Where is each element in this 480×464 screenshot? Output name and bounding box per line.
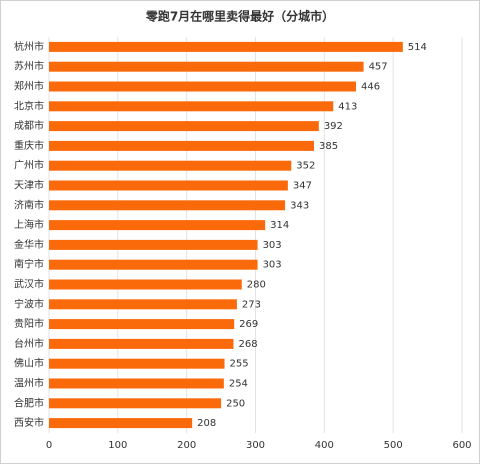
x-tick-label: 0 bbox=[46, 440, 52, 451]
value-label: 343 bbox=[290, 200, 309, 211]
bar bbox=[49, 220, 266, 231]
x-tick-label: 500 bbox=[384, 440, 403, 451]
bar bbox=[49, 338, 234, 349]
y-tick-label: 苏州市 bbox=[14, 60, 44, 73]
y-tick-label: 佛山市 bbox=[14, 357, 44, 370]
value-label: 385 bbox=[319, 141, 338, 152]
value-label: 514 bbox=[408, 42, 427, 53]
value-label: 314 bbox=[270, 220, 289, 231]
y-tick-label: 金华市 bbox=[14, 238, 44, 251]
y-tick-label: 台州市 bbox=[14, 337, 44, 350]
value-label: 303 bbox=[263, 260, 282, 271]
value-label: 303 bbox=[263, 240, 282, 251]
y-tick-label: 上海市 bbox=[14, 218, 44, 231]
y-tick-label: 广州市 bbox=[14, 159, 44, 172]
x-tick-label: 300 bbox=[246, 440, 265, 451]
y-tick-label: 温州市 bbox=[14, 377, 44, 390]
bar bbox=[49, 160, 292, 171]
y-tick-label: 南宁市 bbox=[14, 258, 44, 271]
y-tick-label: 重庆市 bbox=[14, 139, 44, 152]
x-tick-label: 600 bbox=[452, 440, 471, 451]
bar bbox=[49, 358, 225, 369]
y-tick-label: 成都市 bbox=[14, 119, 44, 132]
value-label: 250 bbox=[226, 398, 245, 409]
value-label: 347 bbox=[293, 181, 312, 192]
value-label: 280 bbox=[247, 280, 266, 291]
value-label: 268 bbox=[238, 339, 257, 350]
bar bbox=[49, 81, 356, 92]
bar bbox=[49, 140, 315, 151]
value-label: 255 bbox=[230, 359, 249, 370]
bar bbox=[49, 61, 364, 72]
y-tick-label: 宁波市 bbox=[14, 297, 44, 310]
bar bbox=[49, 101, 334, 112]
y-tick-label: 郑州市 bbox=[14, 80, 44, 93]
value-label: 457 bbox=[369, 62, 388, 73]
value-label: 269 bbox=[239, 319, 258, 330]
bar bbox=[49, 180, 288, 191]
value-label: 413 bbox=[338, 101, 357, 112]
y-tick-label: 武汉市 bbox=[14, 278, 44, 291]
value-label: 254 bbox=[229, 379, 248, 390]
value-label: 392 bbox=[324, 121, 343, 132]
bar bbox=[49, 239, 258, 250]
value-label: 273 bbox=[242, 299, 261, 310]
bar bbox=[49, 279, 242, 290]
y-tick-label: 西安市 bbox=[14, 416, 44, 429]
x-tick-label: 400 bbox=[315, 440, 334, 451]
bar bbox=[49, 121, 319, 132]
bar bbox=[49, 200, 286, 211]
bar bbox=[49, 259, 258, 270]
value-label: 208 bbox=[197, 418, 216, 429]
bar bbox=[49, 418, 193, 429]
bar bbox=[49, 41, 403, 52]
y-tick-label: 贵阳市 bbox=[14, 317, 44, 330]
bar bbox=[49, 299, 237, 310]
y-tick-label: 北京市 bbox=[14, 99, 44, 112]
x-tick-label: 200 bbox=[177, 440, 196, 451]
value-label: 352 bbox=[296, 161, 315, 172]
chart-title: 零跑7月在哪里卖得最好（分城市） bbox=[145, 9, 334, 24]
x-tick-label: 100 bbox=[108, 440, 127, 451]
bar bbox=[49, 378, 224, 389]
bar bbox=[49, 319, 235, 330]
bar bbox=[49, 398, 222, 409]
y-tick-label: 合肥市 bbox=[14, 396, 44, 409]
value-label: 446 bbox=[361, 82, 380, 93]
y-tick-label: 天津市 bbox=[14, 179, 44, 192]
y-tick-label: 济南市 bbox=[14, 198, 44, 211]
y-tick-label: 杭州市 bbox=[14, 40, 44, 53]
